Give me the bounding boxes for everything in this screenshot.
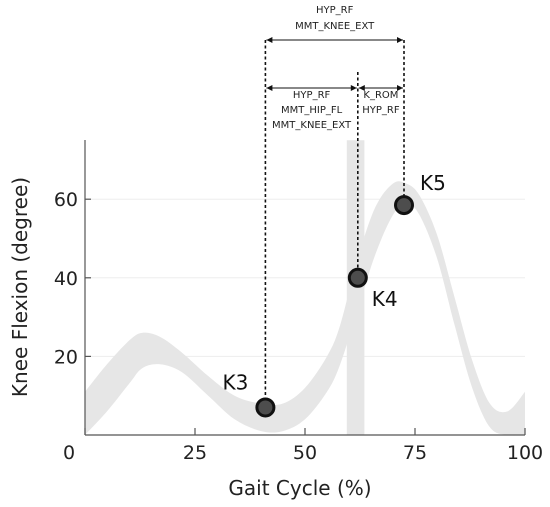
variability-band	[85, 181, 525, 436]
span-1-text-1: MMT_HIP_FL	[281, 105, 343, 116]
y-tick-label-0: 20	[54, 346, 78, 368]
x-tick-label-4: 100	[507, 442, 543, 464]
keypoint-label-k4: K4	[372, 287, 398, 311]
y-axis-label: Knee Flexion (degree)	[8, 177, 32, 397]
y-tick-label-2: 60	[54, 189, 78, 211]
span-arrow-right-1	[350, 85, 357, 91]
span-arrow-left-0	[266, 37, 273, 43]
axes: 0 25 50 75 100 20 40 60	[54, 140, 543, 464]
span-2-text-1: HYP_RF	[362, 105, 400, 116]
keypoint-k4	[347, 267, 368, 288]
span-arrow-left-1	[266, 85, 273, 91]
keypoint-label-k3: K3	[223, 370, 249, 394]
x-tick-label-0: 0	[63, 442, 75, 464]
variability-band-layer	[85, 140, 525, 436]
span-arrow-right-0	[397, 37, 403, 43]
x-tick-label-1: 25	[183, 442, 207, 464]
span-0-text-1: MMT_KNEE_EXT	[295, 21, 375, 32]
y-tick-label-1: 40	[54, 268, 78, 290]
span-1-text-0: HYP_RF	[293, 90, 331, 101]
annotation-layer: HYP_RF MMT_KNEE_EXT HYP_RF MMT_HIP_FL MMT_KN…	[264, 5, 405, 408]
keypoint-k5	[394, 195, 414, 216]
x-axis-label: Gait Cycle (%)	[228, 476, 371, 500]
span-1-text-2: MMT_KNEE_EXT	[272, 120, 352, 131]
keypoint-layer: K3 K4 K5	[223, 171, 446, 418]
span-2-text-0: K_ROM	[363, 90, 398, 101]
keypoint-k3	[255, 397, 276, 418]
x-tick-label-2: 50	[293, 442, 317, 464]
x-tick-label-3: 75	[403, 442, 427, 464]
span-0-text-0: HYP_RF	[316, 5, 354, 16]
span-arrow-left-2	[358, 85, 365, 91]
span-arrow-right-2	[397, 85, 403, 91]
keypoint-label-k5: K5	[420, 171, 446, 195]
vertical-band	[346, 140, 365, 435]
